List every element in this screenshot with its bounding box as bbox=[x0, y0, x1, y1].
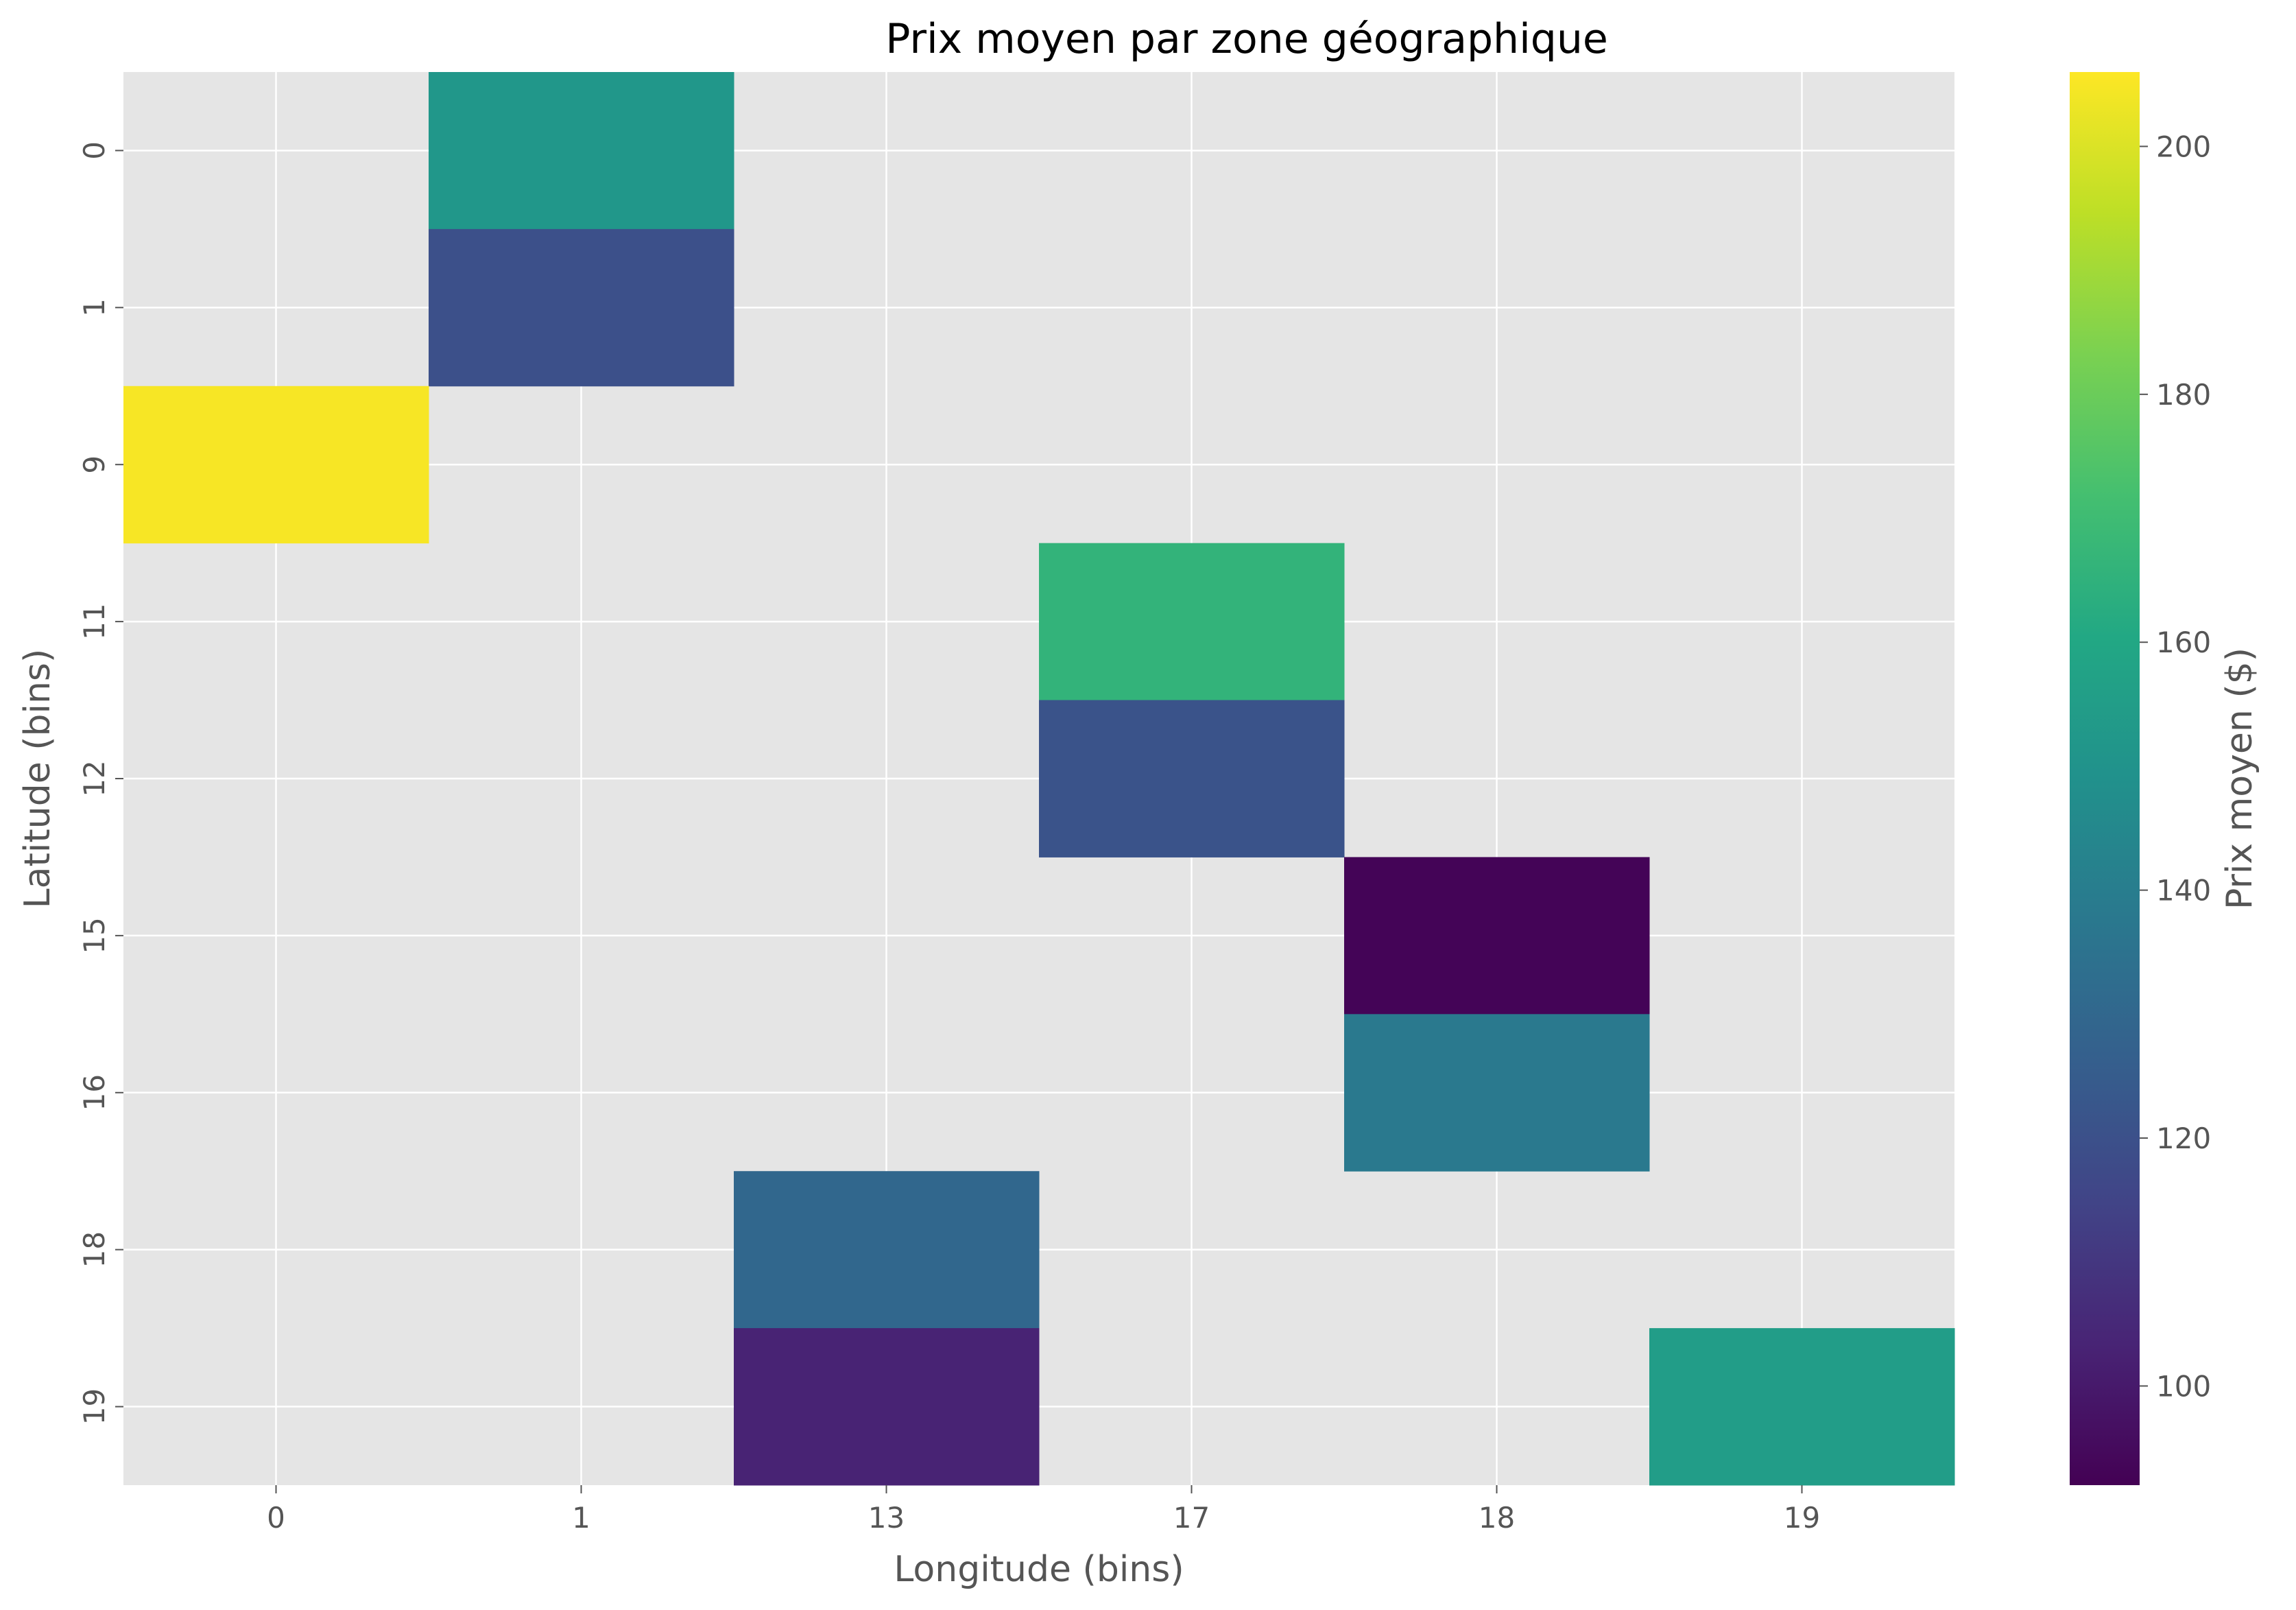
heatmap-cell-16-18 bbox=[1344, 1014, 1650, 1172]
heatmap-cell-11-17 bbox=[1039, 543, 1345, 701]
y-axis-label: Latitude (bins) bbox=[17, 649, 58, 909]
y-tick-label: 0 bbox=[77, 141, 111, 160]
y-tick-label: 18 bbox=[77, 1231, 111, 1268]
y-tick-label: 15 bbox=[77, 917, 111, 954]
y-tick-label: 16 bbox=[77, 1074, 111, 1111]
heatmap-cell-19-19 bbox=[1649, 1328, 1955, 1486]
x-tick-label: 13 bbox=[868, 1501, 905, 1535]
x-tick-label: 1 bbox=[572, 1501, 590, 1535]
heatmap-cell-19-13 bbox=[734, 1328, 1040, 1486]
heatmap-cell-18-13 bbox=[734, 1171, 1040, 1329]
x-tick-label: 18 bbox=[1479, 1501, 1515, 1535]
colorbar-tick-label: 120 bbox=[2156, 1122, 2211, 1155]
colorbar-ticks: 100 120 140 160 180 200 bbox=[2140, 130, 2211, 1403]
x-tick-label: 19 bbox=[1784, 1501, 1820, 1535]
x-tick-label: 0 bbox=[267, 1501, 285, 1535]
colorbar bbox=[2070, 72, 2140, 1485]
y-tick-label: 11 bbox=[77, 603, 111, 639]
heatmap-cells bbox=[123, 72, 1955, 1486]
colorbar-tick-label: 180 bbox=[2156, 378, 2211, 412]
x-axis-label: Longitude (bins) bbox=[894, 1549, 1184, 1590]
colorbar-tick-label: 140 bbox=[2156, 874, 2211, 908]
x-axis-ticks: 0 1 13 17 18 19 bbox=[267, 1485, 1820, 1535]
y-tick-label: 19 bbox=[77, 1388, 111, 1425]
colorbar-tick-label: 100 bbox=[2156, 1369, 2211, 1403]
heatmap-cell-0-1 bbox=[429, 72, 734, 230]
heatmap-cell-15-18 bbox=[1344, 857, 1650, 1015]
heatmap-cell-1-1 bbox=[429, 228, 734, 387]
colorbar-label: Prix moyen ($) bbox=[2219, 648, 2260, 910]
y-tick-label: 12 bbox=[77, 760, 111, 796]
colorbar-tick-label: 200 bbox=[2156, 130, 2211, 163]
colorbar-tick-label: 160 bbox=[2156, 626, 2211, 659]
heatmap-cell-12-17 bbox=[1039, 700, 1345, 857]
y-tick-label: 1 bbox=[77, 298, 111, 317]
chart-title: Prix moyen par zone géographique bbox=[885, 15, 1608, 63]
y-tick-label: 9 bbox=[77, 455, 111, 474]
x-tick-label: 17 bbox=[1173, 1501, 1210, 1535]
heatmap-cell-9-0 bbox=[123, 386, 429, 544]
